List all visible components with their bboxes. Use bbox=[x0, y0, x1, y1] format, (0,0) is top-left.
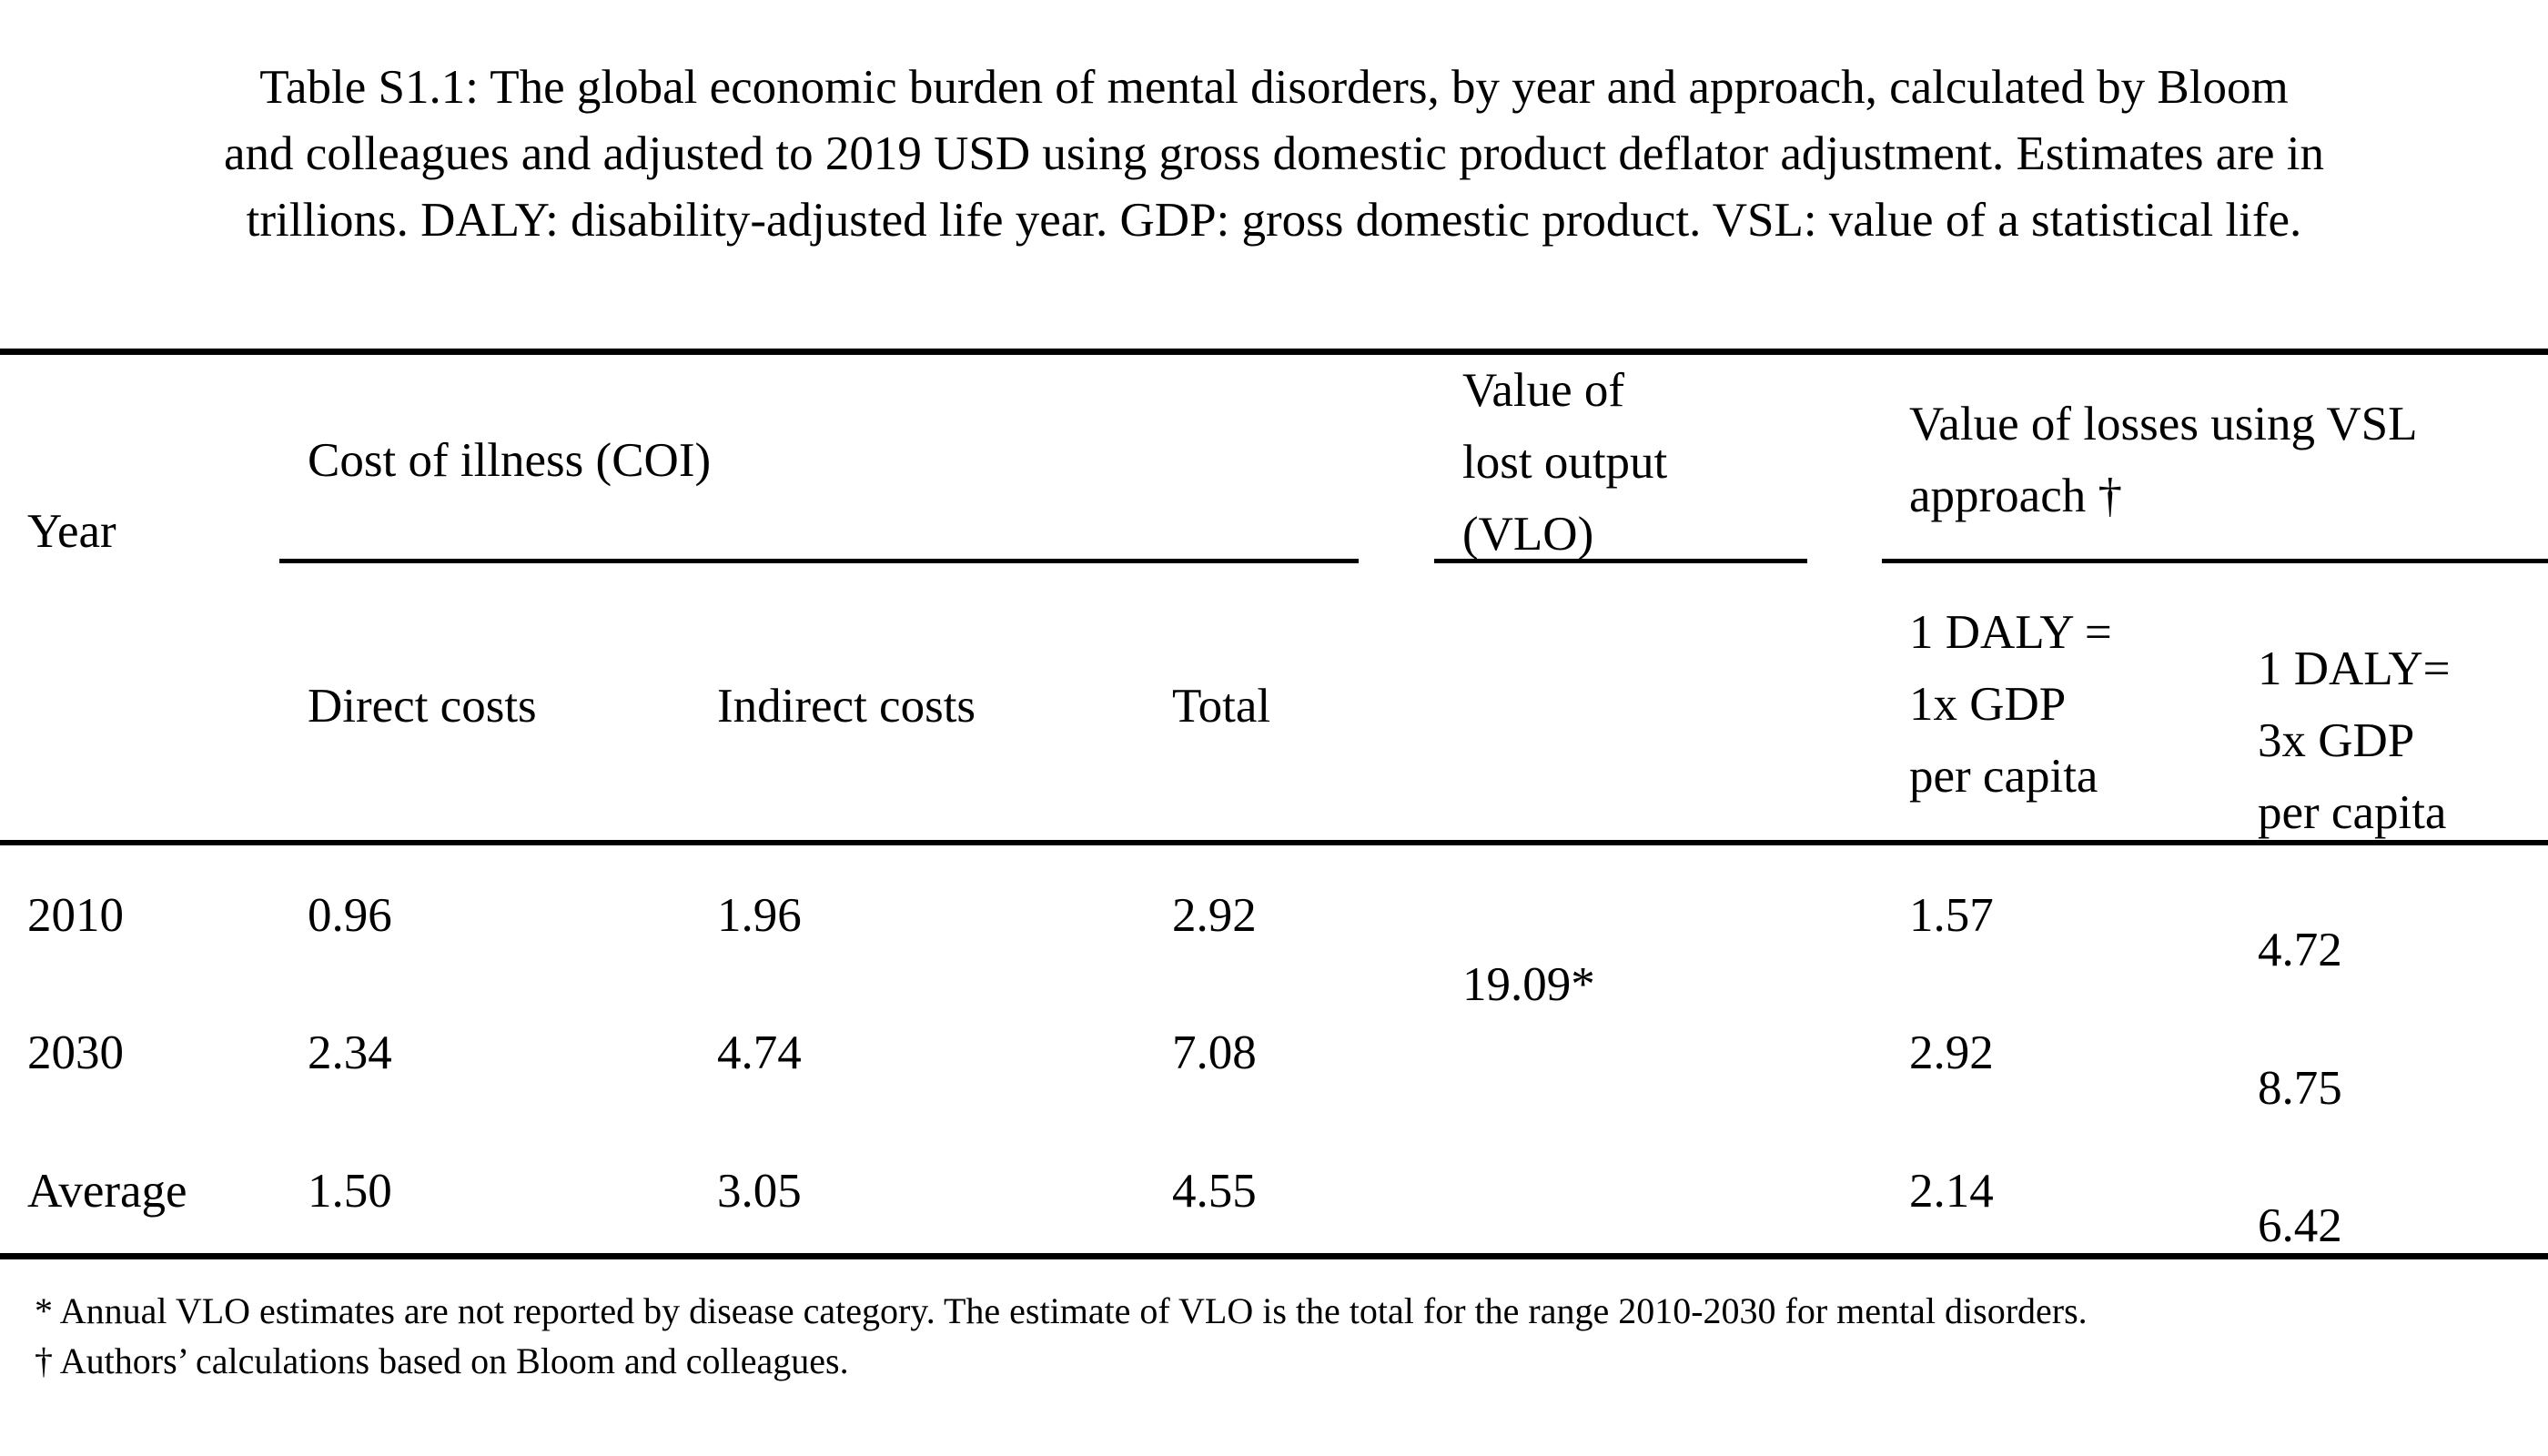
header-vlo-line: Value of bbox=[1462, 364, 1625, 417]
vlo-underline bbox=[1434, 559, 1807, 563]
cell-year: Average bbox=[27, 1165, 187, 1218]
header-daly-3x: 1 DALY= 3x GDP per capita bbox=[2258, 633, 2451, 849]
cell-daly-1x: 2.92 bbox=[1909, 1026, 1994, 1079]
header-vlo-line: (VLO) bbox=[1462, 508, 1594, 561]
header-total: Total bbox=[1172, 680, 1271, 733]
header-daly-3x-line: 1 DALY= bbox=[2258, 642, 2451, 695]
cell-daly-1x: 2.14 bbox=[1909, 1165, 1994, 1218]
header-coi-group: Cost of illness (COI) bbox=[308, 434, 712, 487]
table-caption: Table S1.1: The global economic burden o… bbox=[18, 55, 2530, 254]
cell-indirect: 3.05 bbox=[717, 1165, 802, 1218]
header-vlo: Value of lost output (VLO) bbox=[1462, 355, 1667, 571]
header-direct-costs: Direct costs bbox=[308, 680, 537, 733]
header-daly-1x-line: per capita bbox=[1909, 750, 2098, 803]
cell-daly-3x: 6.42 bbox=[2258, 1199, 2342, 1252]
caption-line: trillions. DALY: disability-adjusted lif… bbox=[246, 194, 2302, 247]
cell-direct: 2.34 bbox=[308, 1026, 392, 1079]
header-vsl-line: approach † bbox=[1909, 470, 2122, 522]
header-daly-3x-line: 3x GDP bbox=[2258, 714, 2415, 767]
header-vsl-group: Value of losses using VSL approach † bbox=[1909, 389, 2417, 532]
cell-year: 2010 bbox=[27, 889, 124, 942]
header-year: Year bbox=[27, 505, 116, 558]
cell-indirect: 1.96 bbox=[717, 889, 802, 942]
header-daly-1x: 1 DALY = 1x GDP per capita bbox=[1909, 597, 2112, 813]
header-vsl-line: Value of losses using VSL bbox=[1909, 398, 2418, 450]
cell-total: 4.55 bbox=[1172, 1165, 1257, 1218]
footnote-vsl: † Authors’ calculations based on Bloom a… bbox=[35, 1340, 849, 1381]
header-bottom-rule bbox=[0, 840, 2548, 845]
top-rule bbox=[0, 349, 2548, 355]
cell-daly-3x: 8.75 bbox=[2258, 1062, 2342, 1115]
header-daly-3x-line: per capita bbox=[2258, 786, 2447, 839]
cell-total: 7.08 bbox=[1172, 1026, 1257, 1079]
header-vlo-line: lost output bbox=[1462, 436, 1668, 489]
cell-daly-1x: 1.57 bbox=[1909, 889, 1994, 942]
cell-vlo-merged: 19.09* bbox=[1462, 958, 1595, 1011]
caption-line: Table S1.1: The global economic burden o… bbox=[259, 61, 2289, 114]
cell-direct: 0.96 bbox=[308, 889, 392, 942]
header-daly-1x-line: 1 DALY = bbox=[1909, 606, 2112, 659]
cell-direct: 1.50 bbox=[308, 1165, 392, 1218]
header-indirect-costs: Indirect costs bbox=[717, 680, 976, 733]
cell-year: 2030 bbox=[27, 1026, 124, 1079]
header-daly-1x-line: 1x GDP bbox=[1909, 678, 2067, 731]
coi-underline bbox=[279, 559, 1359, 563]
cell-daly-3x: 4.72 bbox=[2258, 924, 2342, 976]
cell-indirect: 4.74 bbox=[717, 1026, 802, 1079]
vsl-underline bbox=[1882, 559, 2548, 563]
cell-total: 2.92 bbox=[1172, 889, 1257, 942]
footnote-vlo: * Annual VLO estimates are not reported … bbox=[35, 1290, 2088, 1331]
caption-line: and colleagues and adjusted to 2019 USD … bbox=[224, 127, 2324, 180]
bottom-rule bbox=[0, 1253, 2548, 1259]
